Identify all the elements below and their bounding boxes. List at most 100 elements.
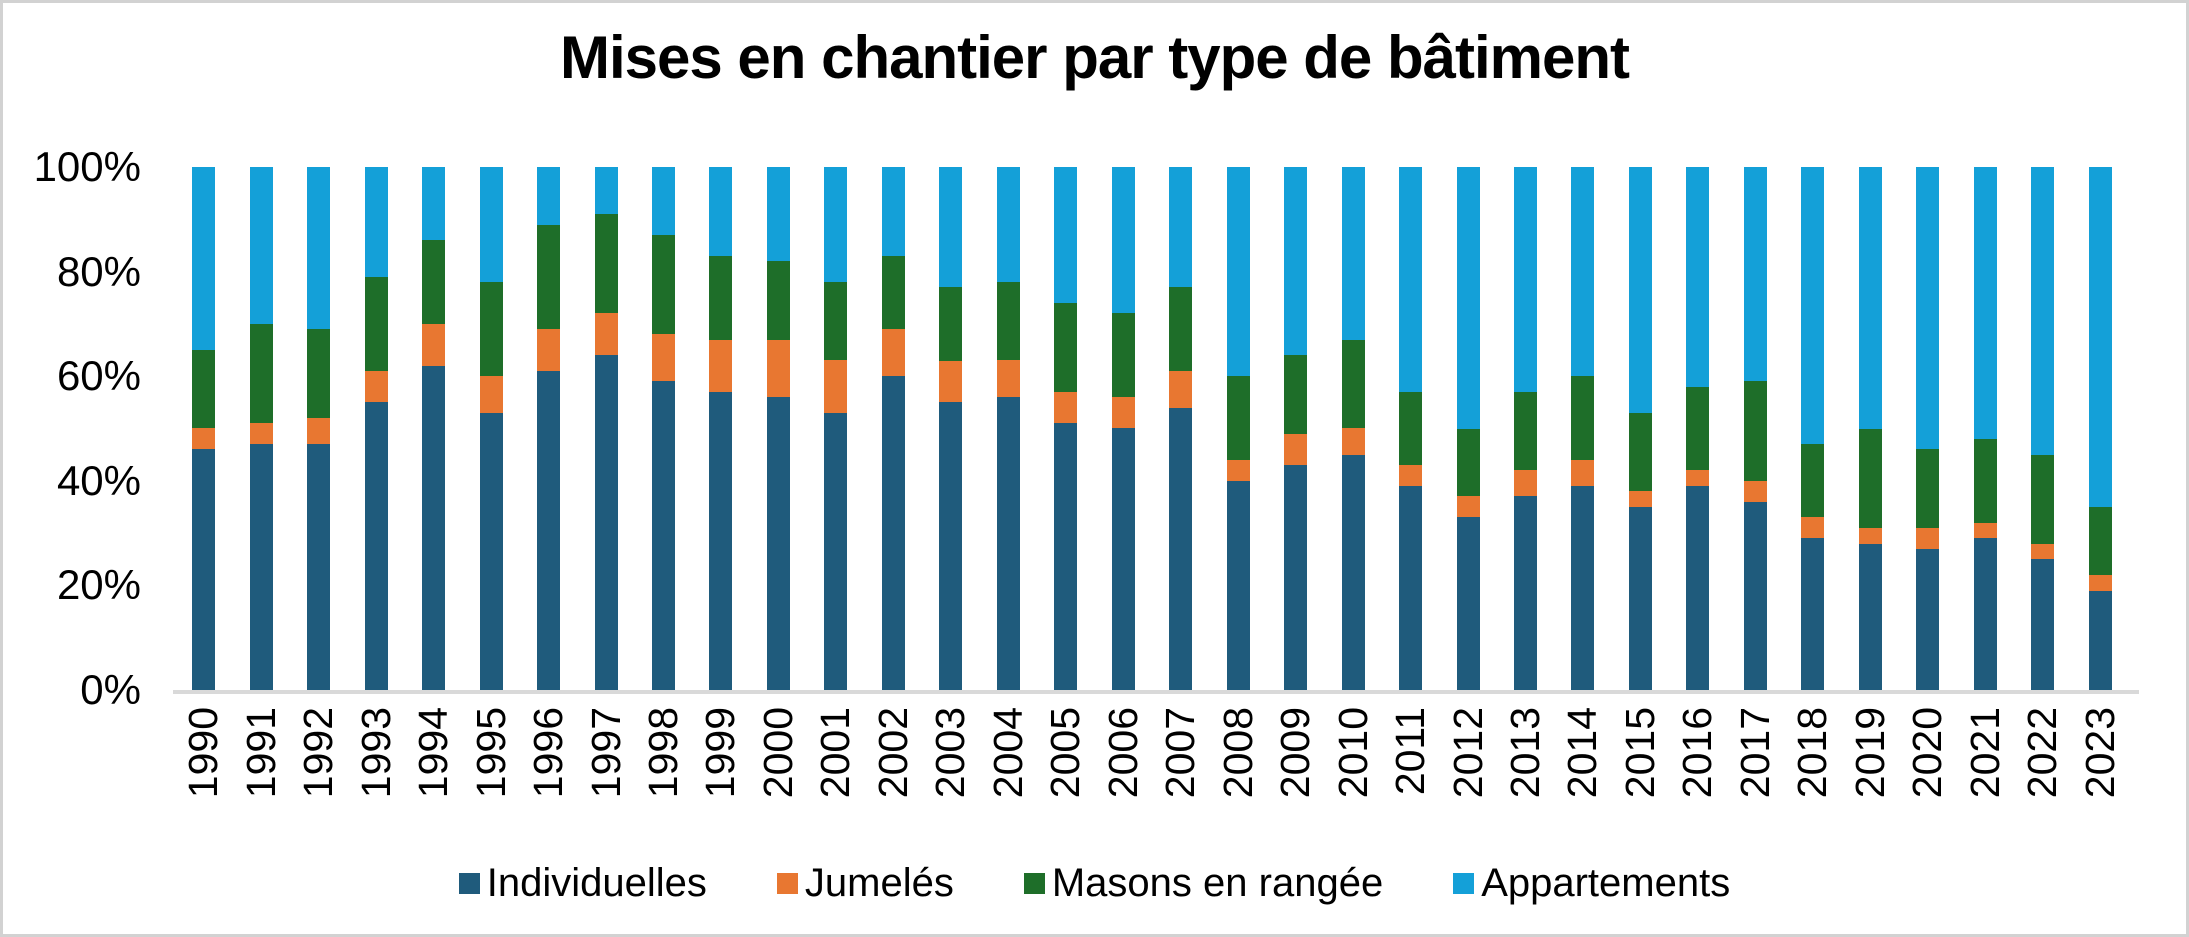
bar-segment-masons-en-rangee [594, 214, 618, 314]
bar-stack-2007 [1169, 167, 1193, 690]
legend-swatch-icon [458, 872, 480, 894]
bar-stack-1993 [364, 167, 388, 690]
bar-column: 2011 [1382, 167, 1439, 867]
bar-column: 2000 [750, 167, 807, 867]
bar-segment-individuelles [249, 444, 273, 690]
bar-column: 2023 [2071, 167, 2128, 867]
bar-segment-masons-en-rangee [651, 234, 675, 335]
bar-column: 1996 [520, 167, 577, 867]
x-tick-label: 2007 [1157, 707, 1204, 799]
bar-column: 1994 [405, 167, 462, 867]
bar-stack-2009 [1284, 167, 1308, 690]
x-tick-label: 1996 [525, 707, 572, 799]
bar-segment-individuelles [1743, 501, 1767, 690]
bar-column: 1992 [290, 167, 347, 867]
bar-column: 2017 [1727, 167, 1784, 867]
bar-segment-appartements [2088, 167, 2112, 507]
bar-segment-jumeles [249, 423, 273, 445]
bar-segment-masons-en-rangee [1628, 412, 1652, 492]
legend-label: Jumelés [804, 861, 954, 905]
x-tick-label: 2017 [1731, 707, 1778, 799]
bar-segment-individuelles [996, 397, 1020, 690]
bar-column: 2003 [922, 167, 979, 867]
bar-segment-masons-en-rangee [479, 282, 503, 377]
x-label-wrap: 2015 [1617, 707, 1663, 798]
x-label-wrap: 2006 [1100, 707, 1146, 798]
bar-segment-individuelles [307, 444, 331, 690]
x-tick-label: 1991 [237, 707, 284, 799]
bar-segment-appartements [939, 167, 963, 288]
x-tick-label: 2020 [1904, 707, 1951, 799]
bar-segment-individuelles [1686, 486, 1710, 690]
x-tick-label: 2021 [1961, 707, 2008, 799]
bar-segment-masons-en-rangee [537, 224, 561, 330]
bar-segment-masons-en-rangee [1399, 391, 1423, 466]
bar-column: 2008 [1209, 167, 1266, 867]
bar-segment-individuelles [1341, 454, 1365, 690]
bar-stack-2018 [1801, 167, 1825, 690]
bar-stack-2002 [881, 167, 905, 690]
bar-segment-individuelles [479, 412, 503, 690]
bar-stack-1997 [594, 167, 618, 690]
bar-segment-masons-en-rangee [249, 323, 273, 424]
bar-segment-jumeles [1226, 459, 1250, 481]
bar-segment-appartements [364, 167, 388, 277]
bar-segment-masons-en-rangee [1571, 376, 1595, 460]
bar-stack-2015 [1628, 167, 1652, 690]
x-tick-label: 2022 [2019, 707, 2066, 799]
bar-segment-jumeles [1514, 470, 1538, 497]
bar-stack-2017 [1743, 167, 1767, 690]
bar-column: 2005 [1037, 167, 1094, 867]
bar-segment-jumeles [364, 370, 388, 403]
bar-column: 1993 [347, 167, 404, 867]
bar-column: 2020 [1899, 167, 1956, 867]
x-tick-label: 2012 [1444, 707, 1491, 799]
bar-stack-2004 [996, 167, 1020, 690]
x-label-wrap: 2000 [755, 707, 801, 798]
bar-column: 2004 [980, 167, 1037, 867]
bar-segment-individuelles [1226, 480, 1250, 690]
bar-segment-appartements [824, 167, 848, 283]
bar-segment-jumeles [1916, 527, 1940, 549]
bar-segment-jumeles [307, 418, 331, 445]
bar-segment-masons-en-rangee [307, 329, 331, 419]
x-tick-label: 2018 [1789, 707, 1836, 799]
bar-segment-appartements [1284, 167, 1308, 356]
bar-stack-2012 [1456, 167, 1480, 690]
bar-segment-appartements [537, 167, 561, 225]
bar-segment-appartements [1916, 167, 1940, 450]
bar-segment-masons-en-rangee [766, 261, 790, 340]
bar-column: 2009 [1267, 167, 1324, 867]
bar-segment-jumeles [1858, 527, 1882, 544]
x-tick-label: 2016 [1674, 707, 1721, 799]
bar-segment-appartements [594, 167, 618, 215]
bar-segment-individuelles [1399, 486, 1423, 690]
y-tick-label: 40% [56, 456, 141, 504]
x-tick-label: 2005 [1042, 707, 1089, 799]
bar-segment-masons-en-rangee [1169, 287, 1193, 371]
x-label-wrap: 2005 [1042, 707, 1089, 799]
bar-segment-individuelles [1169, 407, 1193, 690]
bar-segment-appartements [766, 167, 790, 262]
bar-segment-jumeles [1284, 433, 1308, 466]
bar-stack-2001 [824, 167, 848, 690]
bar-column: 2016 [1669, 167, 1726, 867]
legend-item-jumeles: Jumelés [776, 861, 954, 905]
bar-column: 1990 [175, 167, 232, 867]
x-tick-label: 2002 [869, 707, 916, 799]
bar-segment-masons-en-rangee [881, 255, 905, 330]
bar-stack-1995 [479, 167, 503, 690]
bar-segment-jumeles [996, 360, 1020, 398]
bar-segment-appartements [1571, 167, 1595, 377]
bar-stack-1991 [249, 167, 273, 690]
x-tick-label: 2011 [1387, 707, 1434, 796]
y-axis: 100% 80% 60% 40% 20% 0% [3, 3, 141, 934]
x-label-wrap: 2013 [1502, 707, 1548, 798]
x-label-wrap: 2009 [1272, 707, 1318, 798]
bar-stack-2008 [1226, 167, 1250, 690]
x-tick-label: 1997 [582, 707, 629, 799]
y-tick-label: 20% [56, 561, 141, 609]
x-label-wrap: 2011 [1387, 707, 1434, 796]
x-label-wrap: 1997 [582, 707, 629, 799]
